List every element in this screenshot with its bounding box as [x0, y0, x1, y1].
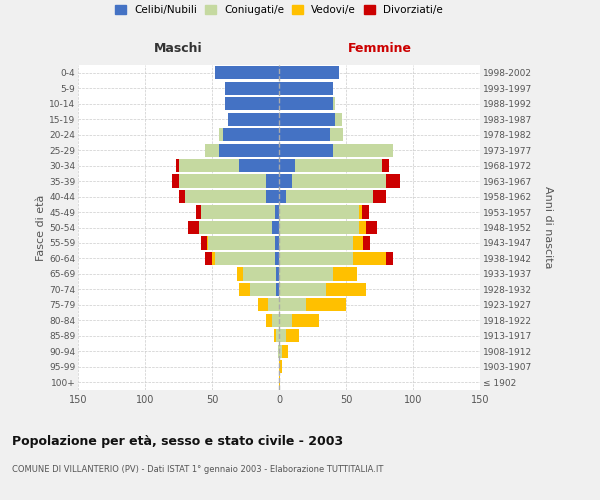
- Bar: [279, 144, 332, 156]
- Bar: [201, 206, 275, 218]
- Bar: [238, 268, 243, 280]
- Bar: [330, 128, 343, 141]
- Bar: [239, 159, 279, 172]
- Bar: [279, 66, 340, 80]
- Bar: [279, 221, 359, 234]
- Bar: [275, 252, 279, 265]
- Bar: [295, 159, 382, 172]
- Bar: [266, 174, 279, 188]
- Bar: [277, 283, 279, 296]
- Bar: [332, 144, 393, 156]
- Bar: [275, 236, 279, 250]
- Bar: [279, 159, 295, 172]
- Bar: [179, 190, 185, 203]
- Bar: [218, 128, 223, 141]
- Bar: [188, 221, 199, 234]
- Bar: [286, 190, 373, 203]
- Bar: [382, 159, 389, 172]
- Bar: [205, 252, 212, 265]
- Bar: [292, 174, 386, 188]
- Bar: [279, 314, 292, 327]
- Bar: [277, 330, 279, 342]
- Bar: [279, 252, 353, 265]
- Bar: [279, 298, 306, 312]
- Bar: [286, 330, 299, 342]
- Bar: [201, 236, 206, 250]
- Bar: [279, 236, 353, 250]
- Bar: [243, 268, 277, 280]
- Text: Femmine: Femmine: [347, 42, 412, 55]
- Bar: [226, 97, 279, 110]
- Bar: [332, 268, 357, 280]
- Y-axis label: Anni di nascita: Anni di nascita: [543, 186, 553, 269]
- Bar: [266, 314, 272, 327]
- Bar: [257, 298, 268, 312]
- Bar: [353, 252, 386, 265]
- Bar: [306, 298, 346, 312]
- Bar: [364, 236, 370, 250]
- Bar: [279, 330, 286, 342]
- Bar: [366, 221, 377, 234]
- Bar: [176, 159, 179, 172]
- Bar: [208, 236, 275, 250]
- Bar: [386, 252, 393, 265]
- Bar: [239, 283, 250, 296]
- Bar: [279, 344, 281, 358]
- Bar: [275, 206, 279, 218]
- Bar: [228, 112, 279, 126]
- Text: Maschi: Maschi: [154, 42, 203, 55]
- Bar: [279, 376, 280, 389]
- Bar: [218, 144, 279, 156]
- Bar: [215, 252, 275, 265]
- Bar: [196, 206, 201, 218]
- Bar: [279, 206, 359, 218]
- Bar: [268, 298, 279, 312]
- Bar: [179, 174, 266, 188]
- Bar: [279, 190, 286, 203]
- Bar: [223, 128, 279, 141]
- Bar: [279, 82, 332, 95]
- Bar: [274, 330, 277, 342]
- Legend: Celibi/Nubili, Coniugati/e, Vedovi/e, Divorziati/e: Celibi/Nubili, Coniugati/e, Vedovi/e, Di…: [115, 5, 443, 15]
- Bar: [277, 268, 279, 280]
- Bar: [185, 190, 266, 203]
- Bar: [279, 112, 335, 126]
- Bar: [335, 112, 342, 126]
- Bar: [279, 283, 326, 296]
- Bar: [206, 236, 208, 250]
- Bar: [272, 221, 279, 234]
- Bar: [278, 344, 279, 358]
- Bar: [179, 159, 239, 172]
- Bar: [279, 268, 332, 280]
- Bar: [279, 360, 281, 374]
- Bar: [205, 144, 218, 156]
- Bar: [353, 236, 364, 250]
- Y-axis label: Fasce di età: Fasce di età: [36, 194, 46, 260]
- Bar: [326, 283, 366, 296]
- Bar: [359, 221, 366, 234]
- Bar: [362, 206, 369, 218]
- Bar: [359, 206, 362, 218]
- Bar: [250, 283, 277, 296]
- Bar: [386, 174, 400, 188]
- Bar: [272, 314, 279, 327]
- Text: COMUNE DI VILLANTERIO (PV) - Dati ISTAT 1° gennaio 2003 - Elaborazione TUTTITALI: COMUNE DI VILLANTERIO (PV) - Dati ISTAT …: [12, 465, 383, 474]
- Bar: [279, 174, 292, 188]
- Bar: [226, 82, 279, 95]
- Bar: [281, 344, 289, 358]
- Bar: [279, 97, 332, 110]
- Text: Popolazione per età, sesso e stato civile - 2003: Popolazione per età, sesso e stato civil…: [12, 435, 343, 448]
- Bar: [266, 190, 279, 203]
- Bar: [279, 128, 330, 141]
- Bar: [373, 190, 386, 203]
- Bar: [292, 314, 319, 327]
- Bar: [332, 97, 335, 110]
- Bar: [172, 174, 179, 188]
- Bar: [199, 221, 272, 234]
- Bar: [212, 252, 215, 265]
- Bar: [215, 66, 279, 80]
